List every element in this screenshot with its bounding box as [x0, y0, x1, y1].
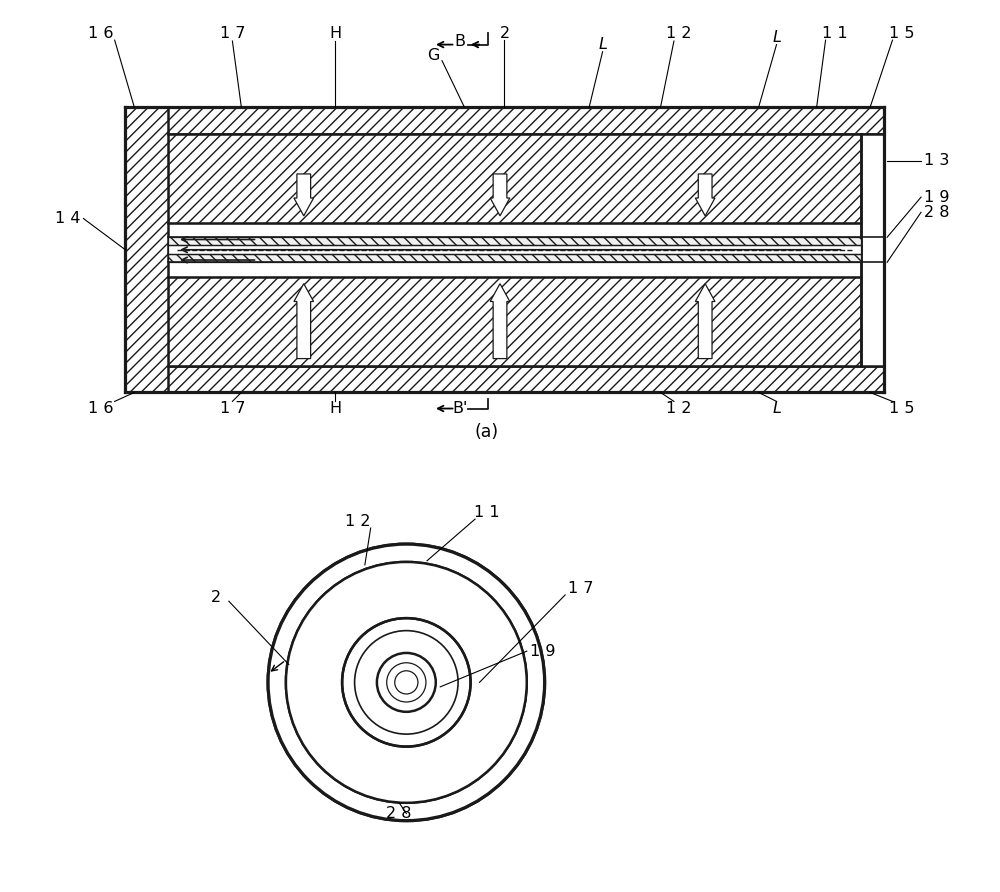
Text: 1 3: 1 3 — [924, 153, 949, 168]
Polygon shape — [695, 284, 715, 359]
Polygon shape — [294, 284, 314, 359]
Text: 1 7: 1 7 — [568, 582, 593, 596]
Text: 1 9: 1 9 — [924, 190, 949, 204]
Text: 1 9: 1 9 — [530, 644, 556, 658]
Text: 1 4: 1 4 — [55, 211, 81, 226]
Bar — [125, 107, 884, 134]
Bar — [168, 237, 861, 262]
Circle shape — [377, 653, 436, 712]
Bar — [168, 245, 861, 254]
Polygon shape — [490, 174, 510, 216]
Text: 1 2: 1 2 — [345, 515, 370, 529]
Text: 1 7: 1 7 — [220, 27, 245, 41]
Text: 1 1: 1 1 — [474, 506, 499, 520]
Circle shape — [395, 671, 418, 694]
Bar — [168, 277, 861, 366]
Text: G: G — [427, 48, 439, 62]
Text: 1 5: 1 5 — [889, 27, 914, 41]
Text: 1 6: 1 6 — [88, 401, 113, 416]
Text: 2 8: 2 8 — [386, 806, 412, 821]
Text: 1 6: 1 6 — [88, 27, 113, 41]
Text: H: H — [329, 401, 341, 416]
Text: B: B — [454, 34, 465, 48]
Circle shape — [355, 631, 458, 734]
Bar — [168, 134, 861, 223]
Text: H: H — [329, 27, 341, 41]
Text: L: L — [598, 37, 607, 52]
Text: 1 5: 1 5 — [889, 401, 914, 416]
Text: 1 2: 1 2 — [666, 401, 691, 416]
Text: 1 7: 1 7 — [220, 401, 245, 416]
Circle shape — [286, 562, 527, 803]
Circle shape — [268, 544, 545, 821]
Text: 2: 2 — [499, 27, 510, 41]
Polygon shape — [695, 174, 715, 216]
Circle shape — [342, 618, 471, 747]
Text: 2: 2 — [211, 591, 221, 605]
Bar — [125, 107, 168, 392]
Text: B': B' — [452, 401, 468, 416]
Polygon shape — [294, 174, 314, 216]
Bar — [861, 134, 884, 366]
Circle shape — [387, 663, 426, 702]
Text: 1 1: 1 1 — [822, 27, 847, 41]
Text: L: L — [772, 30, 781, 45]
Circle shape — [286, 562, 527, 803]
Polygon shape — [490, 284, 510, 359]
Text: 1 2: 1 2 — [666, 27, 691, 41]
Bar — [125, 366, 884, 392]
Text: 2 8: 2 8 — [924, 205, 949, 219]
Text: L: L — [772, 401, 781, 416]
Circle shape — [268, 544, 545, 821]
Text: (a): (a) — [475, 423, 499, 441]
